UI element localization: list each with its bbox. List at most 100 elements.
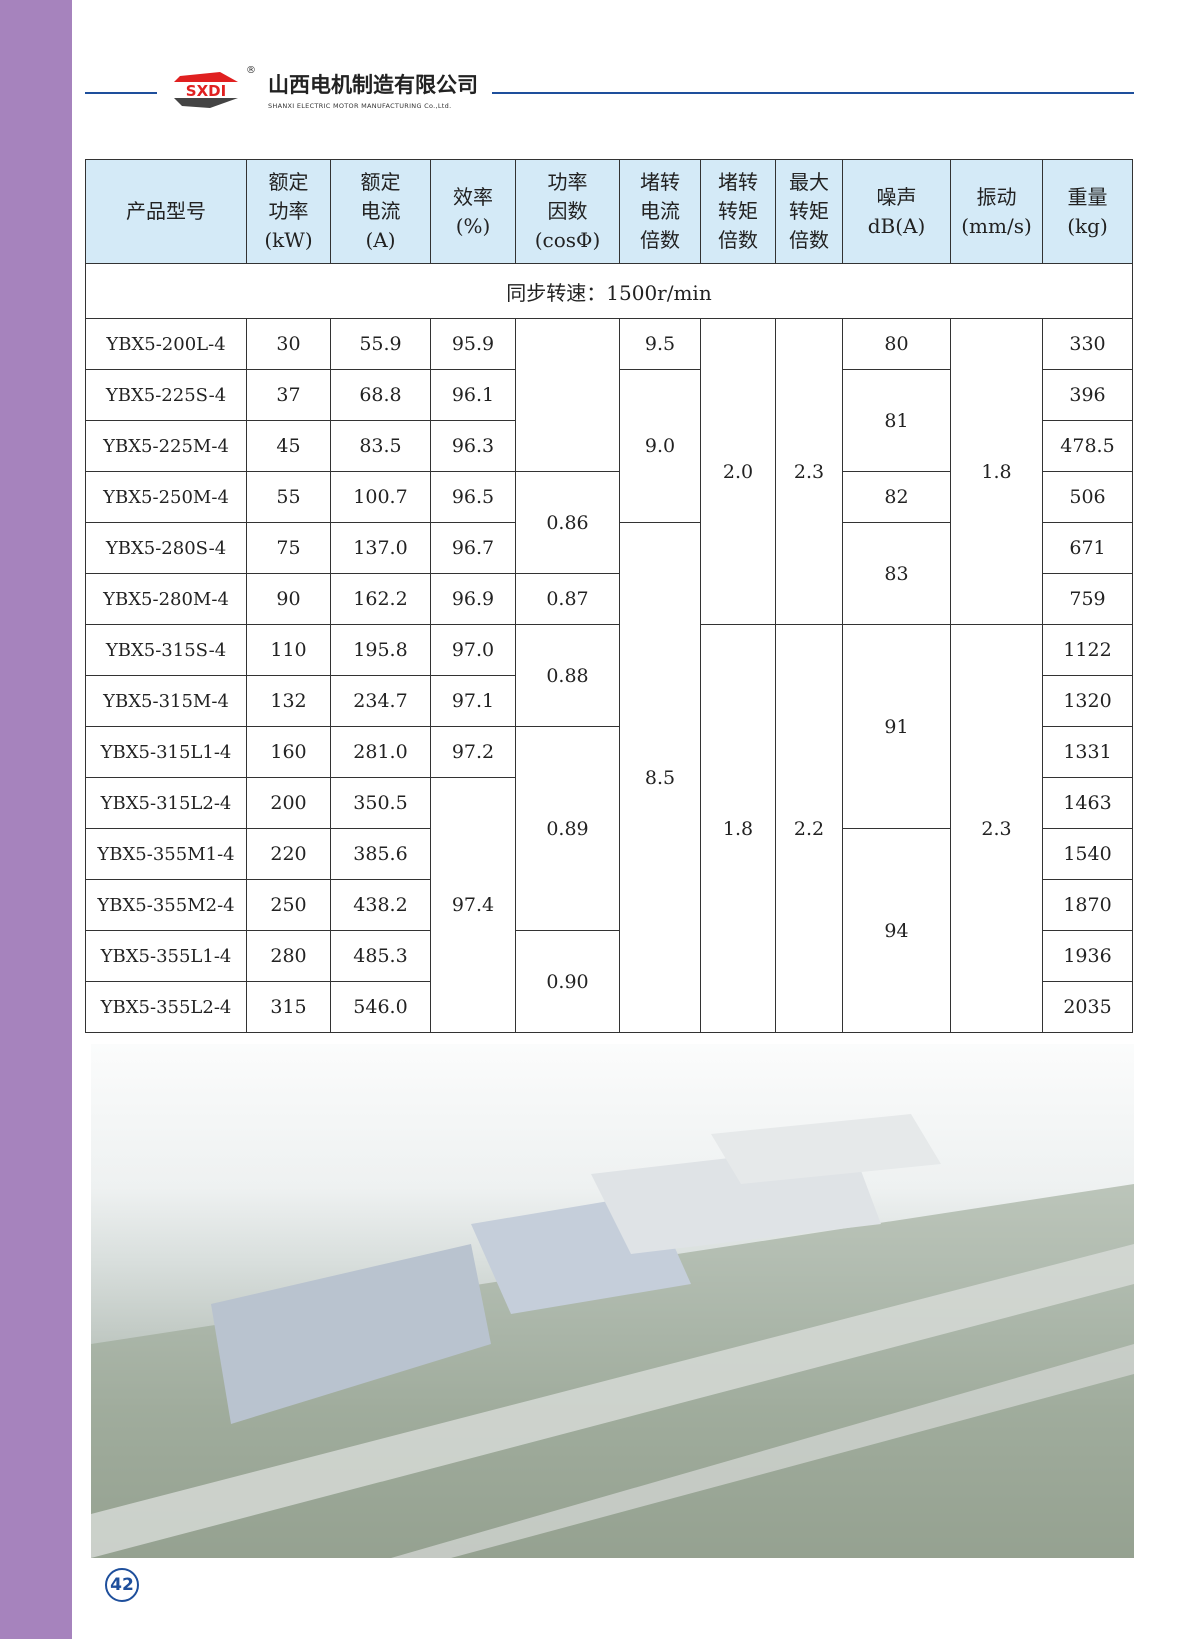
factory-aerial-photo <box>91 1044 1134 1558</box>
table-row: YBX5-355L1-4 280 485.3 0.90 1936 <box>85 930 1133 1033</box>
rated-power-cell: 45 <box>246 420 331 472</box>
rated-power-cell: 110 <box>246 624 331 676</box>
efficiency-cell: 95.9 <box>430 318 516 370</box>
header-rule-right <box>492 92 1134 94</box>
rated-power-cell: 315 <box>246 981 331 1033</box>
model-cell: YBX5-355L1-4 <box>85 930 247 982</box>
column-header: 功率 因数 (cosΦ) <box>515 159 620 264</box>
max-torque-ratio-cell: 2.2 <box>775 624 843 1033</box>
efficiency-cell: 96.9 <box>430 573 516 625</box>
svg-text:SXDI: SXDI <box>186 82 226 100</box>
rated-current-cell: 83.5 <box>330 420 431 472</box>
rated-current-cell: 385.6 <box>330 828 431 880</box>
vibration-cell: 1.8 <box>950 318 1043 625</box>
noise-cell: 83 <box>842 522 951 625</box>
weight-cell: 506 <box>1042 471 1133 523</box>
table-row: YBX5-280M-4 90 162.2 96.9 0.87 759 <box>85 573 1133 625</box>
efficiency-cell: 96.3 <box>430 420 516 472</box>
efficiency-cell: 96.5 <box>430 471 516 523</box>
weight-cell: 1122 <box>1042 624 1133 676</box>
rated-current-cell: 281.0 <box>330 726 431 778</box>
noise-cell: 91 <box>842 624 951 829</box>
power-factor-cell: 0.88 <box>515 624 620 727</box>
table-row: YBX5-315L2-4 200 350.5 97.4 1463 <box>85 777 1133 1033</box>
rated-current-cell: 234.7 <box>330 675 431 727</box>
table-row: YBX5-355M1-4 220 385.6 94 1540 <box>85 828 1133 1033</box>
weight-cell: 1540 <box>1042 828 1133 880</box>
rated-power-cell: 220 <box>246 828 331 880</box>
noise-cell: 80 <box>842 318 951 370</box>
stall-current-ratio-cell: 9.0 <box>619 369 701 523</box>
sync-speed-row: 同步转速：1500r/min <box>85 263 1133 319</box>
rated-power-cell: 75 <box>246 522 331 574</box>
power-factor-cell: 0.86 <box>515 471 620 574</box>
company-name-en: SHANXI ELECTRIC MOTOR MANUFACTURING Co.,… <box>268 102 452 110</box>
efficiency-cell: 96.1 <box>430 369 516 421</box>
efficiency-cell: 96.7 <box>430 522 516 574</box>
table-row: YBX5-355M2-4 250 438.2 1870 <box>85 879 1133 931</box>
column-header: 效率 (%) <box>430 159 516 264</box>
rated-current-cell: 137.0 <box>330 522 431 574</box>
weight-cell: 2035 <box>1042 981 1133 1033</box>
page-number: 42 <box>105 1568 139 1602</box>
column-header: 额定 电流 (A) <box>330 159 431 264</box>
header-rule-left <box>85 92 157 94</box>
rated-current-cell: 68.8 <box>330 369 431 421</box>
model-cell: YBX5-280M-4 <box>85 573 247 625</box>
rated-current-cell: 162.2 <box>330 573 431 625</box>
rated-power-cell: 132 <box>246 675 331 727</box>
rated-current-cell: 55.9 <box>330 318 431 370</box>
weight-cell: 1936 <box>1042 930 1133 982</box>
rated-power-cell: 160 <box>246 726 331 778</box>
noise-cell: 81 <box>842 369 951 472</box>
model-cell: YBX5-355M2-4 <box>85 879 247 931</box>
vibration-cell: 2.3 <box>950 624 1043 1033</box>
weight-cell: 1463 <box>1042 777 1133 829</box>
registered-mark: ® <box>246 65 256 76</box>
header-row: 产品型号 额定 功率 (kW) 额定 电流 (A) 效率 (%) 功率 因数 (cosΦ… <box>85 159 1133 264</box>
model-cell: YBX5-315L2-4 <box>85 777 247 829</box>
table-row: YBX5-315L1-4 160 281.0 97.2 0.89 1331 <box>85 726 1133 931</box>
power-factor-cell: 0.89 <box>515 726 620 931</box>
rated-current-cell: 546.0 <box>330 981 431 1033</box>
stall-current-ratio-cell: 9.5 <box>619 318 701 370</box>
noise-cell: 94 <box>842 828 951 1033</box>
column-header: 堵转 电流 倍数 <box>619 159 701 264</box>
sync-speed: 同步转速：1500r/min <box>85 263 1133 319</box>
spec-table: 产品型号 额定 功率 (kW) 额定 电流 (A) 效率 (%) 功率 因数 (cosΦ… <box>85 159 1133 1033</box>
rated-current-cell: 100.7 <box>330 471 431 523</box>
company-name-cn: 山西电机制造有限公司 <box>268 73 478 97</box>
rated-power-cell: 200 <box>246 777 331 829</box>
weight-cell: 1331 <box>1042 726 1133 778</box>
efficiency-cell: 97.4 <box>430 777 516 1033</box>
table-row: YBX5-355L2-4 315 546.0 2035 <box>85 981 1133 1033</box>
rated-current-cell: 485.3 <box>330 930 431 982</box>
model-cell: YBX5-225M-4 <box>85 420 247 472</box>
column-header: 最大 转矩 倍数 <box>775 159 843 264</box>
model-cell: YBX5-315S-4 <box>85 624 247 676</box>
column-header: 产品型号 <box>85 159 247 264</box>
rated-current-cell: 195.8 <box>330 624 431 676</box>
efficiency-cell: 97.2 <box>430 726 516 778</box>
column-header: 噪声 dB(A) <box>842 159 951 264</box>
weight-cell: 1870 <box>1042 879 1133 931</box>
rated-power-cell: 30 <box>246 318 331 370</box>
stall-torque-ratio-cell: 2.0 <box>700 318 776 625</box>
table-row: YBX5-315M-4 132 234.7 97.1 1320 <box>85 675 1133 727</box>
power-factor-cell: 0.90 <box>515 930 620 1033</box>
weight-cell: 759 <box>1042 573 1133 625</box>
noise-cell: 82 <box>842 471 951 523</box>
weight-cell: 1320 <box>1042 675 1133 727</box>
power-factor-cell <box>515 318 620 472</box>
efficiency-cell: 97.0 <box>430 624 516 676</box>
weight-cell: 671 <box>1042 522 1133 574</box>
model-cell: YBX5-200L-4 <box>85 318 247 370</box>
table-row: YBX5-280S-4 75 137.0 96.7 8.5 83 671 <box>85 522 1133 1033</box>
model-cell: YBX5-355L2-4 <box>85 981 247 1033</box>
efficiency-cell: 97.1 <box>430 675 516 727</box>
table-row: YBX5-225S-4 37 68.8 96.1 9.0 81 396 <box>85 369 1133 523</box>
column-header: 堵转 转矩 倍数 <box>700 159 776 264</box>
company-logo: SXDI <box>174 72 238 108</box>
weight-cell: 396 <box>1042 369 1133 421</box>
table-row: YBX5-225M-4 45 83.5 96.3 478.5 <box>85 420 1133 472</box>
